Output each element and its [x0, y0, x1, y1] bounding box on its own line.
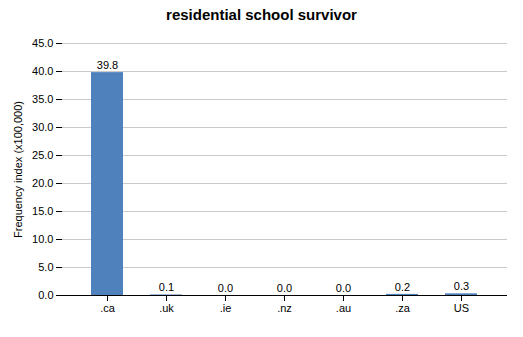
svg-text:0.0: 0.0: [38, 289, 53, 301]
svg-text:.nz: .nz: [277, 302, 292, 314]
svg-text:39.8: 39.8: [97, 59, 118, 71]
svg-text:30.0: 30.0: [32, 121, 53, 133]
svg-text:5.0: 5.0: [38, 261, 53, 273]
svg-text:0.0: 0.0: [336, 282, 351, 294]
svg-text:0.0: 0.0: [277, 282, 292, 294]
svg-text:Frequency index (x100,000): Frequency index (x100,000): [12, 101, 24, 238]
svg-text:15.0: 15.0: [32, 205, 53, 217]
svg-text:0.3: 0.3: [454, 280, 469, 292]
svg-text:0.0: 0.0: [218, 282, 233, 294]
svg-text:10.0: 10.0: [32, 233, 53, 245]
svg-text:20.0: 20.0: [32, 177, 53, 189]
svg-text:.uk: .uk: [159, 302, 174, 314]
svg-text:25.0: 25.0: [32, 149, 53, 161]
svg-text:0.1: 0.1: [159, 281, 174, 293]
svg-text:45.0: 45.0: [32, 37, 53, 49]
svg-text:.ca: .ca: [100, 302, 116, 314]
svg-text:40.0: 40.0: [32, 65, 53, 77]
svg-text:.au: .au: [336, 302, 351, 314]
svg-text:35.0: 35.0: [32, 93, 53, 105]
svg-text:0.2: 0.2: [395, 281, 410, 293]
svg-text:US: US: [454, 302, 469, 314]
svg-text:.za: .za: [395, 302, 411, 314]
html-text:residential school survivor: residential school survivor: [166, 6, 357, 23]
svg-text:.ie: .ie: [220, 302, 232, 314]
